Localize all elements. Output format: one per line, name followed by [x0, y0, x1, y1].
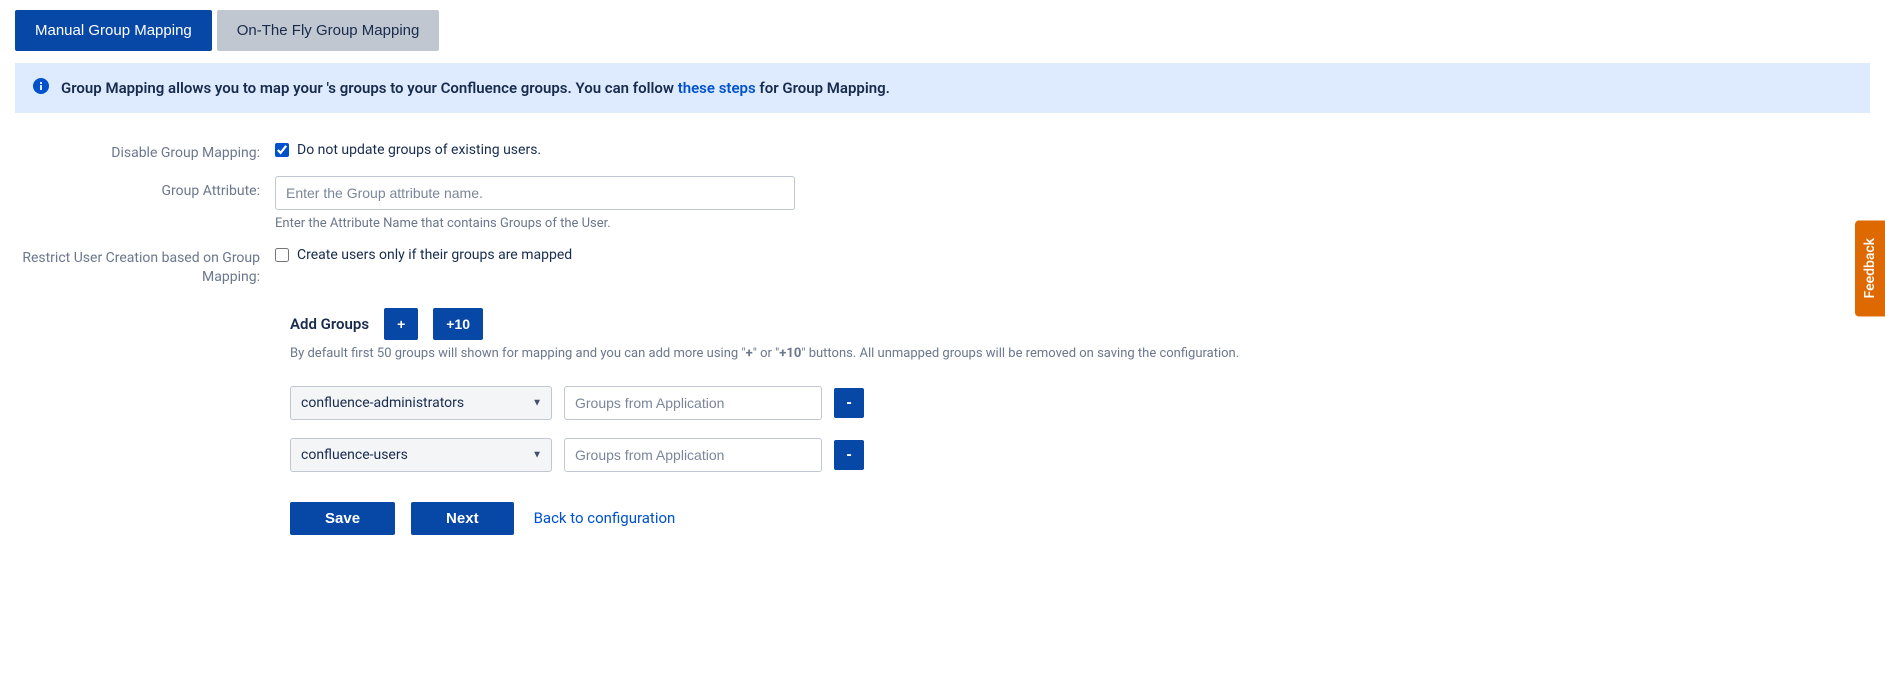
group-row: confluence-administrators ▼ -	[290, 386, 1870, 420]
group-attribute-help: Enter the Attribute Name that contains G…	[275, 216, 1535, 231]
info-icon	[33, 78, 49, 98]
group-mapping-input[interactable]	[564, 386, 822, 420]
remove-group-button[interactable]: -	[834, 388, 864, 418]
info-prefix: Group Mapping allows you to map your 's …	[61, 79, 678, 97]
group-attribute-label: Group Attribute:	[15, 176, 275, 202]
restrict-user-creation-checkbox[interactable]	[275, 248, 289, 262]
group-select[interactable]: confluence-administrators	[290, 386, 552, 420]
info-suffix: for Group Mapping.	[756, 79, 890, 97]
next-button[interactable]: Next	[411, 502, 514, 535]
info-banner: Group Mapping allows you to map your 's …	[15, 63, 1870, 113]
feedback-tab[interactable]: Feedback	[1855, 220, 1885, 316]
add-ten-groups-button[interactable]: +10	[433, 308, 483, 340]
group-select[interactable]: confluence-users	[290, 438, 552, 472]
save-button[interactable]: Save	[290, 502, 395, 535]
tab-on-the-fly-group-mapping[interactable]: On-The Fly Group Mapping	[217, 10, 440, 51]
back-to-configuration-link[interactable]: Back to configuration	[534, 509, 676, 527]
info-text: Group Mapping allows you to map your 's …	[61, 79, 890, 97]
disable-group-mapping-label: Disable Group Mapping:	[15, 138, 275, 164]
group-mapping-input[interactable]	[564, 438, 822, 472]
tabs-container: Manual Group Mapping On-The Fly Group Ma…	[15, 10, 1870, 51]
info-link[interactable]: these steps	[678, 79, 756, 97]
restrict-user-creation-label: Restrict User Creation based on Group Ma…	[15, 243, 275, 288]
tab-manual-group-mapping[interactable]: Manual Group Mapping	[15, 10, 212, 51]
disable-group-mapping-checkbox-label: Do not update groups of existing users.	[297, 142, 541, 158]
restrict-user-creation-checkbox-label: Create users only if their groups are ma…	[297, 247, 572, 263]
group-attribute-input[interactable]	[275, 176, 795, 210]
remove-group-button[interactable]: -	[834, 440, 864, 470]
add-groups-title: Add Groups	[290, 315, 369, 333]
add-groups-help: By default first 50 groups will shown fo…	[290, 346, 1870, 361]
form-area: Disable Group Mapping: Do not update gro…	[15, 138, 1870, 535]
disable-group-mapping-checkbox[interactable]	[275, 143, 289, 157]
group-row: confluence-users ▼ -	[290, 438, 1870, 472]
add-one-group-button[interactable]: +	[384, 308, 418, 340]
